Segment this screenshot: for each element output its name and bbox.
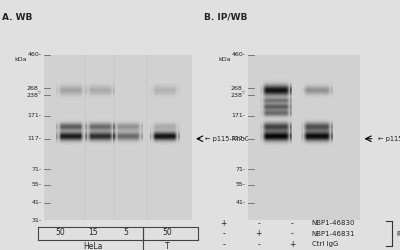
Text: +: +	[256, 229, 262, 238]
Text: 55-: 55-	[236, 182, 246, 188]
Text: 41-: 41-	[32, 200, 42, 205]
Text: Ctrl IgG: Ctrl IgG	[312, 241, 338, 247]
Text: 268_: 268_	[27, 85, 42, 91]
Text: 50: 50	[56, 228, 66, 237]
Text: -: -	[291, 229, 294, 238]
Text: B. IP/WB: B. IP/WB	[204, 12, 247, 22]
Text: kDa: kDa	[218, 58, 230, 62]
Text: HeLa: HeLa	[84, 242, 103, 250]
Text: NBP1-46831: NBP1-46831	[312, 231, 355, 237]
Text: 117-: 117-	[232, 136, 246, 141]
Text: 5: 5	[124, 228, 129, 237]
Text: 41-: 41-	[236, 200, 246, 205]
Text: 117-: 117-	[28, 136, 42, 141]
Text: +: +	[289, 240, 295, 249]
Text: 460-: 460-	[232, 52, 246, 58]
Text: 268_: 268_	[231, 85, 246, 91]
Text: 71-: 71-	[32, 167, 42, 172]
Text: 460-: 460-	[28, 52, 42, 58]
Text: T: T	[165, 242, 170, 250]
Text: 50: 50	[162, 228, 172, 237]
Text: kDa: kDa	[14, 58, 26, 62]
Text: -: -	[258, 240, 260, 249]
Text: 171-: 171-	[232, 113, 246, 118]
Text: -: -	[291, 219, 294, 228]
Text: -: -	[258, 219, 260, 228]
Text: 238¯: 238¯	[27, 93, 42, 98]
Text: -: -	[222, 240, 225, 249]
Text: ← p115-RhoGEF: ← p115-RhoGEF	[378, 136, 400, 142]
Text: +: +	[220, 219, 227, 228]
Text: IP: IP	[396, 231, 400, 237]
Text: 171-: 171-	[28, 113, 42, 118]
Text: 238¯: 238¯	[231, 93, 246, 98]
Text: ← p115-RhoGEF: ← p115-RhoGEF	[204, 136, 257, 142]
Text: A. WB: A. WB	[2, 12, 32, 22]
Text: 71-: 71-	[236, 167, 246, 172]
Text: -: -	[222, 229, 225, 238]
Text: 55-: 55-	[32, 182, 42, 188]
Text: 15: 15	[88, 228, 98, 237]
Text: NBP1-46830: NBP1-46830	[312, 220, 355, 226]
Text: 31-: 31-	[32, 218, 42, 222]
